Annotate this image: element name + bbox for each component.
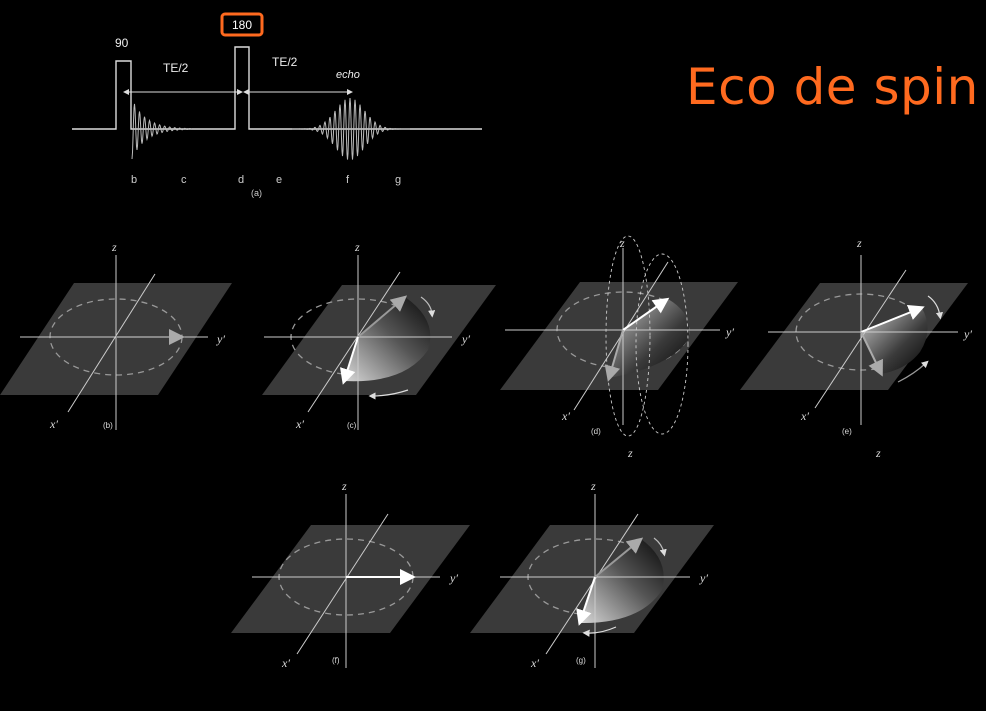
y-label: y′ (699, 571, 708, 585)
interval-1-label: TE/2 (163, 61, 189, 75)
z-label: z (590, 479, 596, 493)
time-point-labels: b c d e f g (131, 174, 401, 186)
caption-b: (b) (103, 421, 113, 430)
z-label: z (856, 236, 862, 250)
xy-plane (231, 525, 470, 633)
x-label: x′ (800, 409, 809, 423)
time-point-b: b (131, 174, 137, 186)
x-label: x′ (561, 409, 570, 423)
caption-a: (a) (251, 188, 262, 198)
fid-signal (132, 104, 192, 159)
time-point-e: e (276, 174, 282, 186)
y-label: y′ (461, 332, 470, 346)
z-label: z (341, 479, 347, 493)
x-label: x′ (295, 417, 304, 431)
caption-c: (c) (347, 421, 357, 430)
echo-label: echo (336, 69, 360, 81)
x-label: x′ (49, 417, 58, 431)
panel-d: z y′ x′ (d) z (500, 236, 738, 460)
pulse-sequence: 90 180 TE/2 TE/2 echo b c d e f g (a) (72, 14, 482, 198)
panel-f: z y′ x′ (f) (231, 479, 470, 670)
time-point-d: d (238, 174, 244, 186)
interval-2-label: TE/2 (272, 55, 298, 69)
y-label: y′ (216, 332, 225, 346)
extra-z-label: z (627, 446, 633, 460)
time-point-g: g (395, 174, 401, 186)
y-label: y′ (725, 325, 734, 339)
z-label: z (619, 236, 625, 250)
y-label: y′ (449, 571, 458, 585)
panel-g: z y′ x′ (g) (470, 479, 714, 670)
pulse-180-label: 180 (232, 18, 252, 32)
z-label: z (111, 240, 117, 254)
z-label: z (354, 240, 360, 254)
panel-c: z y′ x′ (c) (262, 240, 496, 431)
x-label: x′ (530, 656, 539, 670)
panel-b: z y′ x′ (b) (0, 240, 232, 431)
time-point-f: f (346, 174, 350, 186)
x-label: x′ (281, 656, 290, 670)
caption-g: (g) (576, 656, 586, 665)
time-point-c: c (181, 174, 187, 186)
xy-plane (740, 283, 968, 390)
extra-z-label: z (875, 446, 881, 460)
y-label: y′ (963, 327, 972, 341)
caption-d: (d) (591, 427, 601, 436)
caption-f: (f) (332, 656, 340, 665)
caption-e: (e) (842, 427, 852, 436)
slide-title: Eco de spin (686, 58, 979, 116)
panel-e: z y′ x′ (e) z (740, 236, 972, 460)
pulse-90-label: 90 (115, 36, 129, 50)
